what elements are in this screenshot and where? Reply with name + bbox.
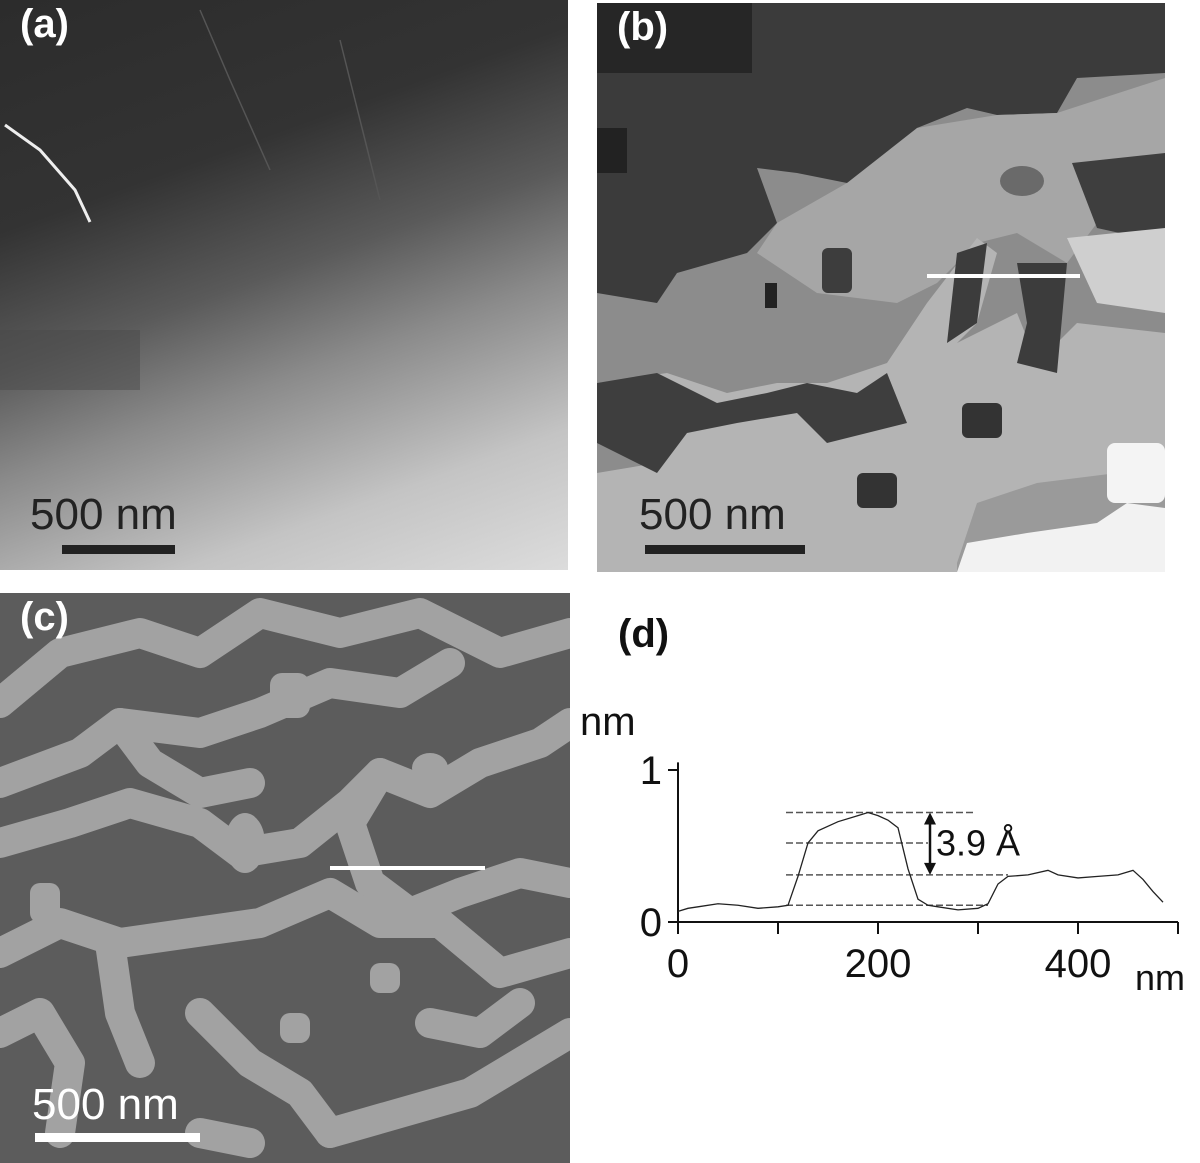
- scale-bar-label-b: 500 nm: [639, 490, 786, 539]
- scale-bar-c: [35, 1133, 200, 1142]
- step-height-arrow: [924, 812, 936, 875]
- profile-line: [677, 811, 1164, 912]
- y-tick-label: 1: [640, 749, 662, 793]
- scale-bar-b: [645, 545, 805, 554]
- x-axis-label: nm: [1135, 957, 1185, 998]
- step-height-annotation: 3.9 Å: [936, 823, 1020, 864]
- surface-texture: [0, 9, 381, 390]
- panel-label-c: (c): [20, 595, 69, 639]
- afm-image-a: (a) 500 nm: [0, 0, 568, 570]
- y-tick-label: 0: [640, 901, 662, 945]
- panel-label-a: (a): [20, 2, 69, 46]
- afm-image-c: (c) 500 nm: [0, 593, 570, 1163]
- panel-label-d: (d): [618, 612, 670, 656]
- x-tick-label: 400: [1045, 942, 1112, 986]
- x-tick-label: 0: [667, 942, 689, 986]
- scale-bar-label-a: 500 nm: [30, 490, 177, 539]
- terrace-domains: [597, 3, 1165, 572]
- afm-image-b: (b) 500 nm: [597, 3, 1165, 572]
- x-tick-label: 200: [845, 942, 912, 986]
- profile-plot: nm nm 0 200 400 0 1 3.9 Å: [580, 700, 1185, 998]
- labyrinth-domains: [0, 598, 570, 1158]
- y-axis-label: nm: [580, 700, 636, 744]
- panel-label-b: (b): [617, 5, 669, 49]
- scale-bar-a: [62, 545, 175, 554]
- scale-bar-label-c: 500 nm: [32, 1080, 179, 1129]
- height-profile-chart: (d) nm nm 0 200 400 0 1 3.9 Å: [580, 600, 1200, 1000]
